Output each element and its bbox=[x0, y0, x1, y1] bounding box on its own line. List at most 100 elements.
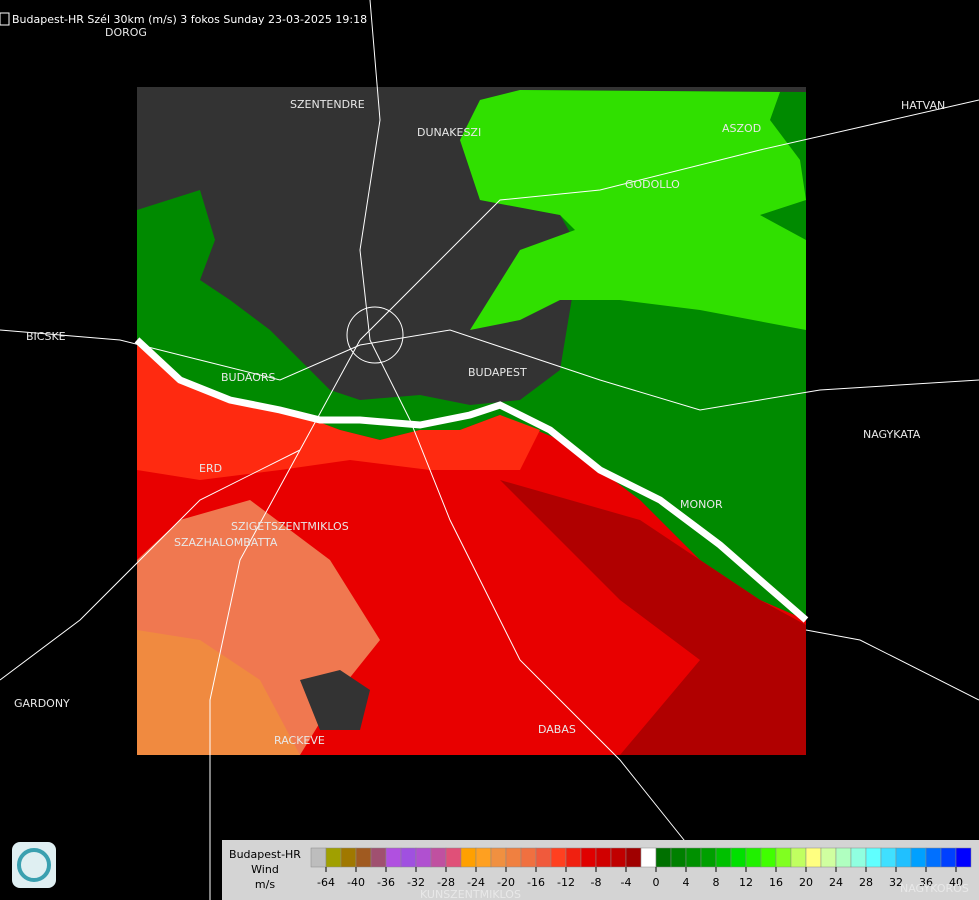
legend-tick-label: 40 bbox=[949, 876, 963, 889]
place-label: SZENTENDRE bbox=[290, 98, 365, 111]
radar-bright-green bbox=[460, 90, 806, 330]
legend-swatch bbox=[340, 847, 357, 868]
legend-tick-label: -32 bbox=[407, 876, 425, 889]
radar-boundary bbox=[134, 337, 809, 623]
road bbox=[359, 99, 979, 341]
legend-swatch bbox=[355, 847, 372, 868]
legend-swatch bbox=[715, 847, 732, 868]
logo bbox=[12, 842, 56, 888]
legend-swatch bbox=[460, 847, 477, 868]
legend-tick-label: 32 bbox=[889, 876, 903, 889]
radar-gap bbox=[300, 670, 370, 730]
legend-swatch bbox=[385, 847, 402, 868]
place-label: DUNAKESZI bbox=[417, 126, 481, 139]
road bbox=[209, 339, 361, 900]
legend-swatch bbox=[820, 847, 837, 868]
legend-swatch bbox=[955, 847, 972, 868]
place-label: BICSKE bbox=[26, 330, 66, 343]
legend-tick-label: -40 bbox=[347, 876, 365, 889]
legend-swatch bbox=[325, 847, 342, 868]
legend-tick-label: 24 bbox=[829, 876, 843, 889]
place-label: DOROG bbox=[105, 26, 147, 39]
place-label: RACKEVE bbox=[274, 734, 325, 747]
radar-light-red bbox=[137, 345, 540, 480]
place-label: DABAS bbox=[538, 723, 576, 736]
place-label: NAGYKOROS bbox=[900, 882, 969, 895]
legend-swatch bbox=[505, 847, 522, 868]
place-label: ERD bbox=[199, 462, 222, 475]
legend-caption: Wind bbox=[251, 863, 279, 876]
legend-tick-label: 16 bbox=[769, 876, 783, 889]
legend-tick-label: -4 bbox=[621, 876, 632, 889]
radar-light-orange bbox=[137, 630, 300, 755]
legend-tick-label: 36 bbox=[919, 876, 933, 889]
title-icon bbox=[0, 12, 10, 26]
legend-tick-label: -24 bbox=[467, 876, 485, 889]
legend-tick-label: 12 bbox=[739, 876, 753, 889]
legend-tick-label: 20 bbox=[799, 876, 813, 889]
place-label: KUNSZENTMIKLOS bbox=[420, 888, 521, 900]
legend-swatch bbox=[805, 847, 822, 868]
place-label: GODOLLO bbox=[625, 178, 680, 191]
place-label: SZIGETSZENTMIKLOS bbox=[231, 520, 349, 533]
legend-tick-label: -8 bbox=[591, 876, 602, 889]
legend-swatch bbox=[490, 847, 507, 868]
place-label: BUDAORS bbox=[221, 371, 276, 384]
place-label: SZAZHALOMBATTA bbox=[174, 536, 278, 549]
ring-road bbox=[346, 306, 404, 364]
legend-swatch bbox=[835, 847, 852, 868]
logo-swirl bbox=[17, 848, 51, 882]
place-label: NAGYKATA bbox=[863, 428, 921, 441]
legend-swatch bbox=[625, 847, 642, 868]
place-label: ASZOD bbox=[722, 122, 761, 135]
legend-swatch bbox=[940, 847, 957, 868]
legend-tick-label: -16 bbox=[527, 876, 545, 889]
legend-swatch bbox=[475, 847, 492, 868]
title: Budapest-HR Szél 30km (m/s) 3 fokos Sund… bbox=[12, 13, 367, 26]
legend-swatch bbox=[910, 847, 927, 868]
legend-swatch bbox=[775, 847, 792, 868]
legend-swatch bbox=[670, 847, 687, 868]
legend-swatch bbox=[685, 847, 702, 868]
legend-swatch bbox=[895, 847, 912, 868]
road bbox=[805, 629, 979, 701]
legend-swatch bbox=[610, 847, 627, 868]
legend-tick-label: -12 bbox=[557, 876, 575, 889]
legend-tick-label: 28 bbox=[859, 876, 873, 889]
legend-swatch bbox=[640, 847, 657, 868]
place-label: GARDONY bbox=[14, 697, 70, 710]
legend-swatch bbox=[595, 847, 612, 868]
place-label: BUDAPEST bbox=[468, 366, 527, 379]
legend-swatch bbox=[580, 847, 597, 868]
legend-swatch bbox=[700, 847, 717, 868]
legend-swatch bbox=[745, 847, 762, 868]
legend-tick-label: 8 bbox=[713, 876, 720, 889]
legend-swatch bbox=[760, 847, 777, 868]
place-label: MONOR bbox=[680, 498, 723, 511]
legend-tick-label: -28 bbox=[437, 876, 455, 889]
road bbox=[0, 449, 301, 681]
radar-image bbox=[134, 87, 809, 755]
legend-swatch bbox=[310, 847, 327, 868]
road bbox=[0, 329, 979, 411]
legend-swatch bbox=[565, 847, 582, 868]
legend-swatch bbox=[520, 847, 537, 868]
legend-swatch bbox=[655, 847, 672, 868]
legend-swatch bbox=[445, 847, 462, 868]
legend-swatch bbox=[790, 847, 807, 868]
road bbox=[359, 0, 701, 861]
legend-swatch bbox=[925, 847, 942, 868]
legend-tick-label: -20 bbox=[497, 876, 515, 889]
legend-swatch bbox=[550, 847, 567, 868]
legend-tick-label: 4 bbox=[683, 876, 690, 889]
legend-tick-label: 0 bbox=[653, 876, 660, 889]
legend-swatch bbox=[370, 847, 387, 868]
legend-tick-label: -64 bbox=[317, 876, 335, 889]
legend-tick-label: -36 bbox=[377, 876, 395, 889]
legend-caption: m/s bbox=[255, 878, 275, 891]
legend-swatch bbox=[400, 847, 417, 868]
legend-swatch bbox=[880, 847, 897, 868]
